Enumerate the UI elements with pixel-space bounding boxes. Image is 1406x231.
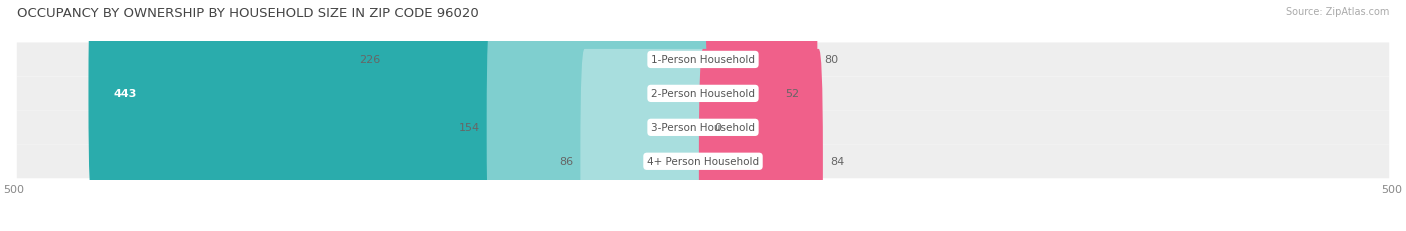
Text: 443: 443	[114, 89, 136, 99]
Text: 0: 0	[714, 123, 721, 133]
FancyBboxPatch shape	[17, 43, 1389, 77]
Text: 4+ Person Household: 4+ Person Household	[647, 157, 759, 167]
FancyBboxPatch shape	[17, 77, 1389, 111]
Text: 3-Person Household: 3-Person Household	[651, 123, 755, 133]
Text: 52: 52	[786, 89, 800, 99]
Text: 1-Person Household: 1-Person Household	[651, 55, 755, 65]
Text: 84: 84	[830, 157, 844, 167]
FancyBboxPatch shape	[17, 145, 1389, 179]
FancyBboxPatch shape	[699, 50, 823, 231]
Text: 226: 226	[360, 55, 381, 65]
Text: OCCUPANCY BY OWNERSHIP BY HOUSEHOLD SIZE IN ZIP CODE 96020: OCCUPANCY BY OWNERSHIP BY HOUSEHOLD SIZE…	[17, 7, 478, 20]
FancyBboxPatch shape	[699, 0, 779, 206]
Text: 2-Person Household: 2-Person Household	[651, 89, 755, 99]
Text: 86: 86	[560, 157, 574, 167]
FancyBboxPatch shape	[486, 16, 707, 231]
FancyBboxPatch shape	[581, 50, 707, 231]
Text: Source: ZipAtlas.com: Source: ZipAtlas.com	[1285, 7, 1389, 17]
Text: 154: 154	[458, 123, 479, 133]
FancyBboxPatch shape	[699, 0, 817, 172]
FancyBboxPatch shape	[17, 111, 1389, 145]
Text: 80: 80	[824, 55, 838, 65]
FancyBboxPatch shape	[388, 0, 707, 172]
FancyBboxPatch shape	[89, 0, 707, 206]
